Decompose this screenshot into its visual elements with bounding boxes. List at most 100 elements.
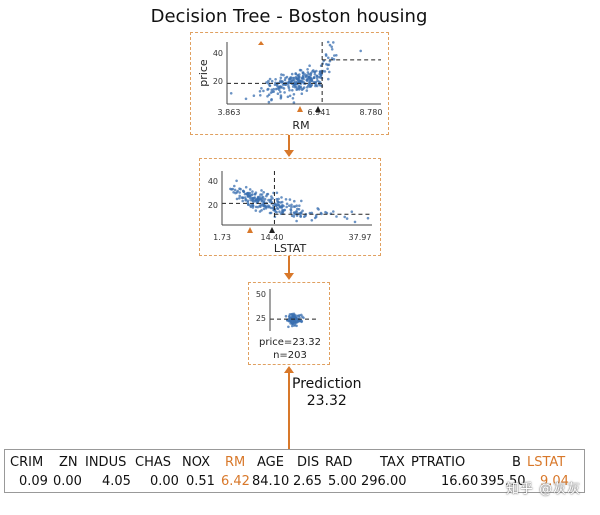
lstat-data-point [244,198,248,201]
feature-value-age: 84.10 [252,474,290,489]
leaf-ytick-25: 25 [256,314,266,323]
rm-data-point [269,91,273,94]
rm-data-point [288,80,291,84]
rm-split-marker [315,106,321,112]
rm-data-point [305,89,309,92]
lstat-data-point [244,185,248,189]
leaf-value: price=23.32 [259,337,321,348]
lstat-data-point [300,199,303,203]
feature-value-lstat: 9.04 [540,474,569,489]
rm-data-point [332,41,335,44]
feature-value-tax: 296.00 [361,474,407,489]
feature-name-rm: RM [225,455,246,470]
lstat-data-point [332,210,335,213]
rm-data-point [302,74,305,77]
rm-data-point [289,76,292,79]
rm-data-point [283,78,287,82]
lstat-data-point [274,204,278,208]
lstat-data-point [366,216,370,220]
lstat-instance-marker [247,227,253,233]
leaf-data-point [300,313,303,317]
rm-data-point [286,95,290,99]
lstat-data-point [238,197,241,200]
rm-data-point [280,73,283,76]
rm-data-point [260,87,263,90]
rm-data-point [297,74,300,78]
feature-name-b: B [512,455,521,470]
rm-data-point [295,85,298,89]
lstat-data-point [278,204,281,207]
rm-data-point [270,98,273,102]
lstat-data-point [260,189,263,192]
lstat-data-point [268,211,272,215]
feature-value-b: 395.50 [480,474,526,489]
rm-ytick-20: 20 [213,77,223,86]
leaf-data-point [290,321,294,325]
rm-data-point [308,64,311,67]
feature-value-crim: 0.09 [19,474,48,489]
feature-value-dis: 2.65 [293,474,322,489]
lstat-data-point [275,210,278,214]
watermark-text: 知乎 @灰灰 [506,482,582,497]
rm-data-point [327,56,330,60]
lstat-data-point [275,191,279,195]
lstat-data-point [320,212,323,216]
rm-xtick-max: 8.780 [360,108,383,117]
rm-data-point [298,68,302,72]
feature-name-lstat: LSTAT [527,455,566,470]
edge-mid-leaf [288,256,290,274]
lstat-data-point [267,206,271,209]
rm-data-point [315,77,319,80]
lstat-data-point [242,189,245,193]
lstat-data-point [310,211,314,215]
rm-data-point [312,76,316,80]
lstat-data-point [258,195,261,199]
rm-data-point [279,90,282,94]
rm-data-point [323,70,327,73]
lstat-data-point [246,194,250,198]
rm-data-point [292,78,296,82]
rm-data-point [279,85,283,88]
rm-data-point [315,74,319,78]
leaf-data-point [287,325,290,329]
lstat-data-point [289,209,293,212]
lstat-data-point [295,214,299,217]
rm-data-point [288,88,291,92]
rm-data-point [327,63,331,66]
lstat-data-point [262,191,265,194]
rm-data-point [262,89,265,93]
rm-instance-marker [297,106,303,112]
lstat-data-point [293,199,296,203]
lstat-data-point [259,193,262,196]
lstat-data-point [299,214,302,218]
lstat-data-point [295,219,298,223]
lstat-data-point [277,201,281,204]
lstat-data-point [236,189,239,193]
lstat-data-point [252,196,256,200]
feature-name-zn: ZN [59,455,78,470]
lstat-data-point [263,197,267,201]
rm-scatter-plot: price 20 40 3.863 6.941 8.780 RM [197,40,383,132]
rm-data-point [285,75,289,79]
lstat-data-point [303,215,306,218]
rm-data-point [279,76,283,80]
rm-data-point [305,86,309,89]
lstat-data-point [295,209,298,213]
lstat-data-point [353,220,357,224]
edge-root-mid [288,135,290,151]
rm-data-point [308,81,311,84]
feature-name-nox: NOX [182,455,211,470]
lstat-data-point [230,188,233,191]
lstat-data-point [235,179,238,183]
rm-data-point [326,67,329,71]
rm-data-point [292,93,296,96]
lstat-data-point [254,209,258,212]
rm-data-point [288,78,292,81]
lstat-data-point [248,196,252,199]
leaf-data-point [286,319,289,322]
lstat-data-point [285,202,289,206]
rm-data-point [267,100,271,104]
lstat-data-point [233,184,236,188]
lstat-data-point [289,211,293,214]
leaf-data-point [284,314,288,318]
